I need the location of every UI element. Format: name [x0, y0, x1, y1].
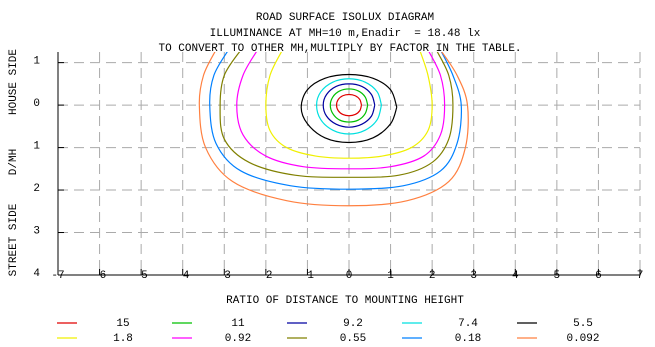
- x-tick-label: 2: [429, 270, 436, 282]
- x-tick-label: 1: [387, 270, 394, 282]
- y-axis-label: D/MH: [8, 149, 20, 175]
- y-axis-label: HOUSE SIDE: [8, 49, 20, 115]
- x-tick-label: -5: [135, 270, 148, 282]
- y-tick-label: 3: [33, 225, 40, 237]
- x-tick-label: 3: [470, 270, 477, 282]
- x-tick-label: 4: [512, 270, 519, 282]
- legend-label: 1.8: [113, 333, 133, 345]
- x-tick-label: 6: [595, 270, 602, 282]
- grid: -7 -6 -5 -4 -3 -2 -1 0 1 2 3 4 5 6 7 1 0 1 2 3 4: [33, 52, 643, 282]
- chart-note: TO CONVERT TO OTHER MH,MULTIPLY BY FACTO…: [158, 43, 521, 55]
- x-tick-label: -2: [259, 270, 272, 282]
- isolux-line: [322, 83, 376, 128]
- chart-title: ROAD SURFACE ISOLUX DIAGRAM: [256, 12, 434, 24]
- isolux-line: [265, 52, 433, 159]
- y-tick-label: 1: [33, 140, 40, 152]
- x-tick-label: -3: [218, 270, 231, 282]
- x-axis-label: RATIO OF DISTANCE TO MOUNTING HEIGHT: [226, 295, 464, 307]
- isolux-line: [329, 88, 369, 123]
- y-axis-label: STREET SIDE: [8, 203, 20, 276]
- x-tick-label: -4: [176, 270, 190, 282]
- legend-label: 5.5: [573, 318, 593, 330]
- x-tick-label: -7: [51, 270, 64, 282]
- x-tick-label: 0: [346, 270, 353, 282]
- legend-label: 0.092: [566, 333, 599, 345]
- legend-label: 0.55: [340, 333, 366, 345]
- x-tick-label: 7: [637, 270, 644, 282]
- isolux-line: [236, 52, 446, 170]
- y-tick-label: 2: [33, 183, 40, 195]
- legend-label: 11: [231, 318, 245, 330]
- y-tick-label: 4: [33, 268, 40, 280]
- isolux-line: [198, 52, 469, 207]
- plot-area: [198, 52, 469, 207]
- y-tick-label: 1: [33, 56, 40, 68]
- isolux-line: [300, 73, 398, 144]
- isolux-line: [315, 78, 383, 135]
- isolux-line: [209, 52, 463, 190]
- x-tick-label: -6: [93, 270, 106, 282]
- legend-label: 9.2: [343, 318, 363, 330]
- y-tick-label: 0: [33, 98, 40, 110]
- chart-subtitle: ILLUMINANCE AT MH=10 m,Enadir = 18.48 lx: [210, 28, 481, 40]
- legend-label: 0.92: [225, 333, 251, 345]
- legend-label: 7.4: [458, 318, 478, 330]
- isolux-line: [219, 52, 454, 178]
- x-tick-label: 5: [554, 270, 561, 282]
- legend-label: 0.18: [455, 333, 481, 345]
- x-tick-label: -1: [301, 270, 315, 282]
- legend: 15 11 9.2 7.4 5.5 1.8 0.92 0.55 0.18 0.092: [57, 318, 600, 345]
- legend-label: 15: [116, 318, 129, 330]
- isolux-line: [335, 93, 363, 117]
